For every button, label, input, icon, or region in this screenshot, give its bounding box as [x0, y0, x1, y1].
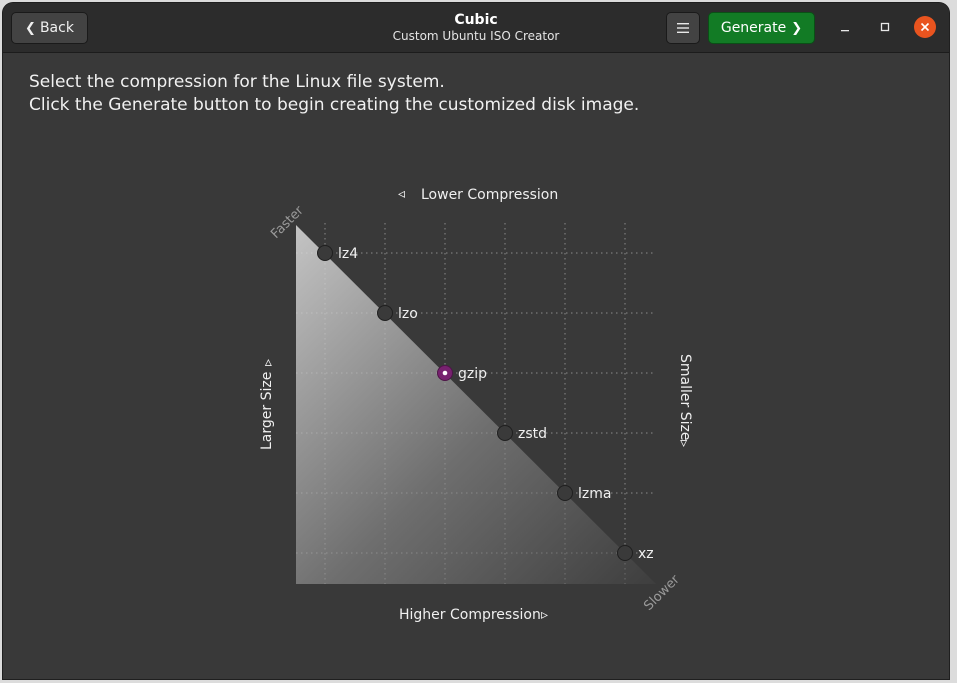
chevron-left-icon: ❮ [25, 20, 36, 36]
radio-option-label[interactable]: xz [638, 546, 654, 562]
radio-dot-icon [442, 370, 448, 376]
label-lower-compression: Lower Compression [421, 187, 558, 203]
maximize-icon [880, 22, 890, 32]
radio-button[interactable] [617, 545, 633, 561]
radio-option-label[interactable]: lz4 [338, 246, 358, 262]
radio-button[interactable] [557, 485, 573, 501]
radio-option-gzip[interactable]: gzip [437, 365, 488, 383]
radio-option-label[interactable]: lzma [578, 486, 611, 502]
higher-compression-arrow-icon: ▹ [541, 607, 548, 623]
instruction-line-2: Click the Generate button to begin creat… [29, 95, 640, 115]
generate-button-label: Generate [720, 20, 787, 36]
radio-button[interactable] [497, 425, 513, 441]
compression-triangle [296, 225, 656, 584]
back-button-label: Back [39, 20, 74, 36]
radio-option-lzma[interactable]: lzma [557, 485, 612, 503]
radio-option-label[interactable]: lzo [398, 306, 418, 322]
radio-button[interactable] [317, 245, 333, 261]
back-button[interactable]: ❮ Back [11, 12, 88, 44]
window-subtitle: Custom Ubuntu ISO Creator [392, 29, 560, 43]
larger-size-arrow-icon: ▹ [260, 359, 276, 366]
app-window: ❮ Back Cubic Custom Ubuntu ISO Creator G… [3, 3, 949, 679]
radio-option-label[interactable]: zstd [518, 426, 547, 442]
maximize-button[interactable] [875, 17, 895, 37]
header-bar: ❮ Back Cubic Custom Ubuntu ISO Creator G… [3, 3, 949, 53]
menu-button[interactable] [666, 12, 700, 44]
close-button[interactable] [914, 16, 936, 38]
minimize-button[interactable] [835, 17, 855, 37]
hamburger-menu-icon [677, 23, 689, 33]
smaller-size-arrow-icon: ▹ [676, 440, 692, 447]
compression-graph: ◃ Lower Compression Higher Compression ▹… [259, 186, 693, 623]
radio-option-lzo[interactable]: lzo [377, 305, 418, 323]
instructions: Select the compression for the Linux fil… [29, 71, 639, 117]
grid-lines-overlay [296, 223, 656, 584]
label-larger-size: Larger Size [259, 372, 275, 450]
label-smaller-size: Smaller Size [677, 354, 693, 440]
instruction-line-1: Select the compression for the Linux fil… [29, 72, 445, 92]
radio-option-zstd[interactable]: zstd [497, 425, 548, 443]
radio-option-lz4[interactable]: lz4 [317, 245, 359, 263]
label-higher-compression: Higher Compression [399, 607, 541, 623]
radio-option-xz[interactable]: xz [617, 545, 654, 563]
window-title: Cubic [454, 12, 498, 28]
radio-option-label[interactable]: gzip [458, 366, 487, 382]
lower-compression-arrow-icon: ◃ [398, 186, 405, 202]
chevron-right-icon: ❯ [791, 20, 803, 36]
generate-button[interactable]: Generate ❯ [708, 12, 815, 44]
minimize-icon [841, 30, 849, 32]
close-icon [920, 22, 930, 32]
radio-button[interactable] [377, 305, 393, 321]
